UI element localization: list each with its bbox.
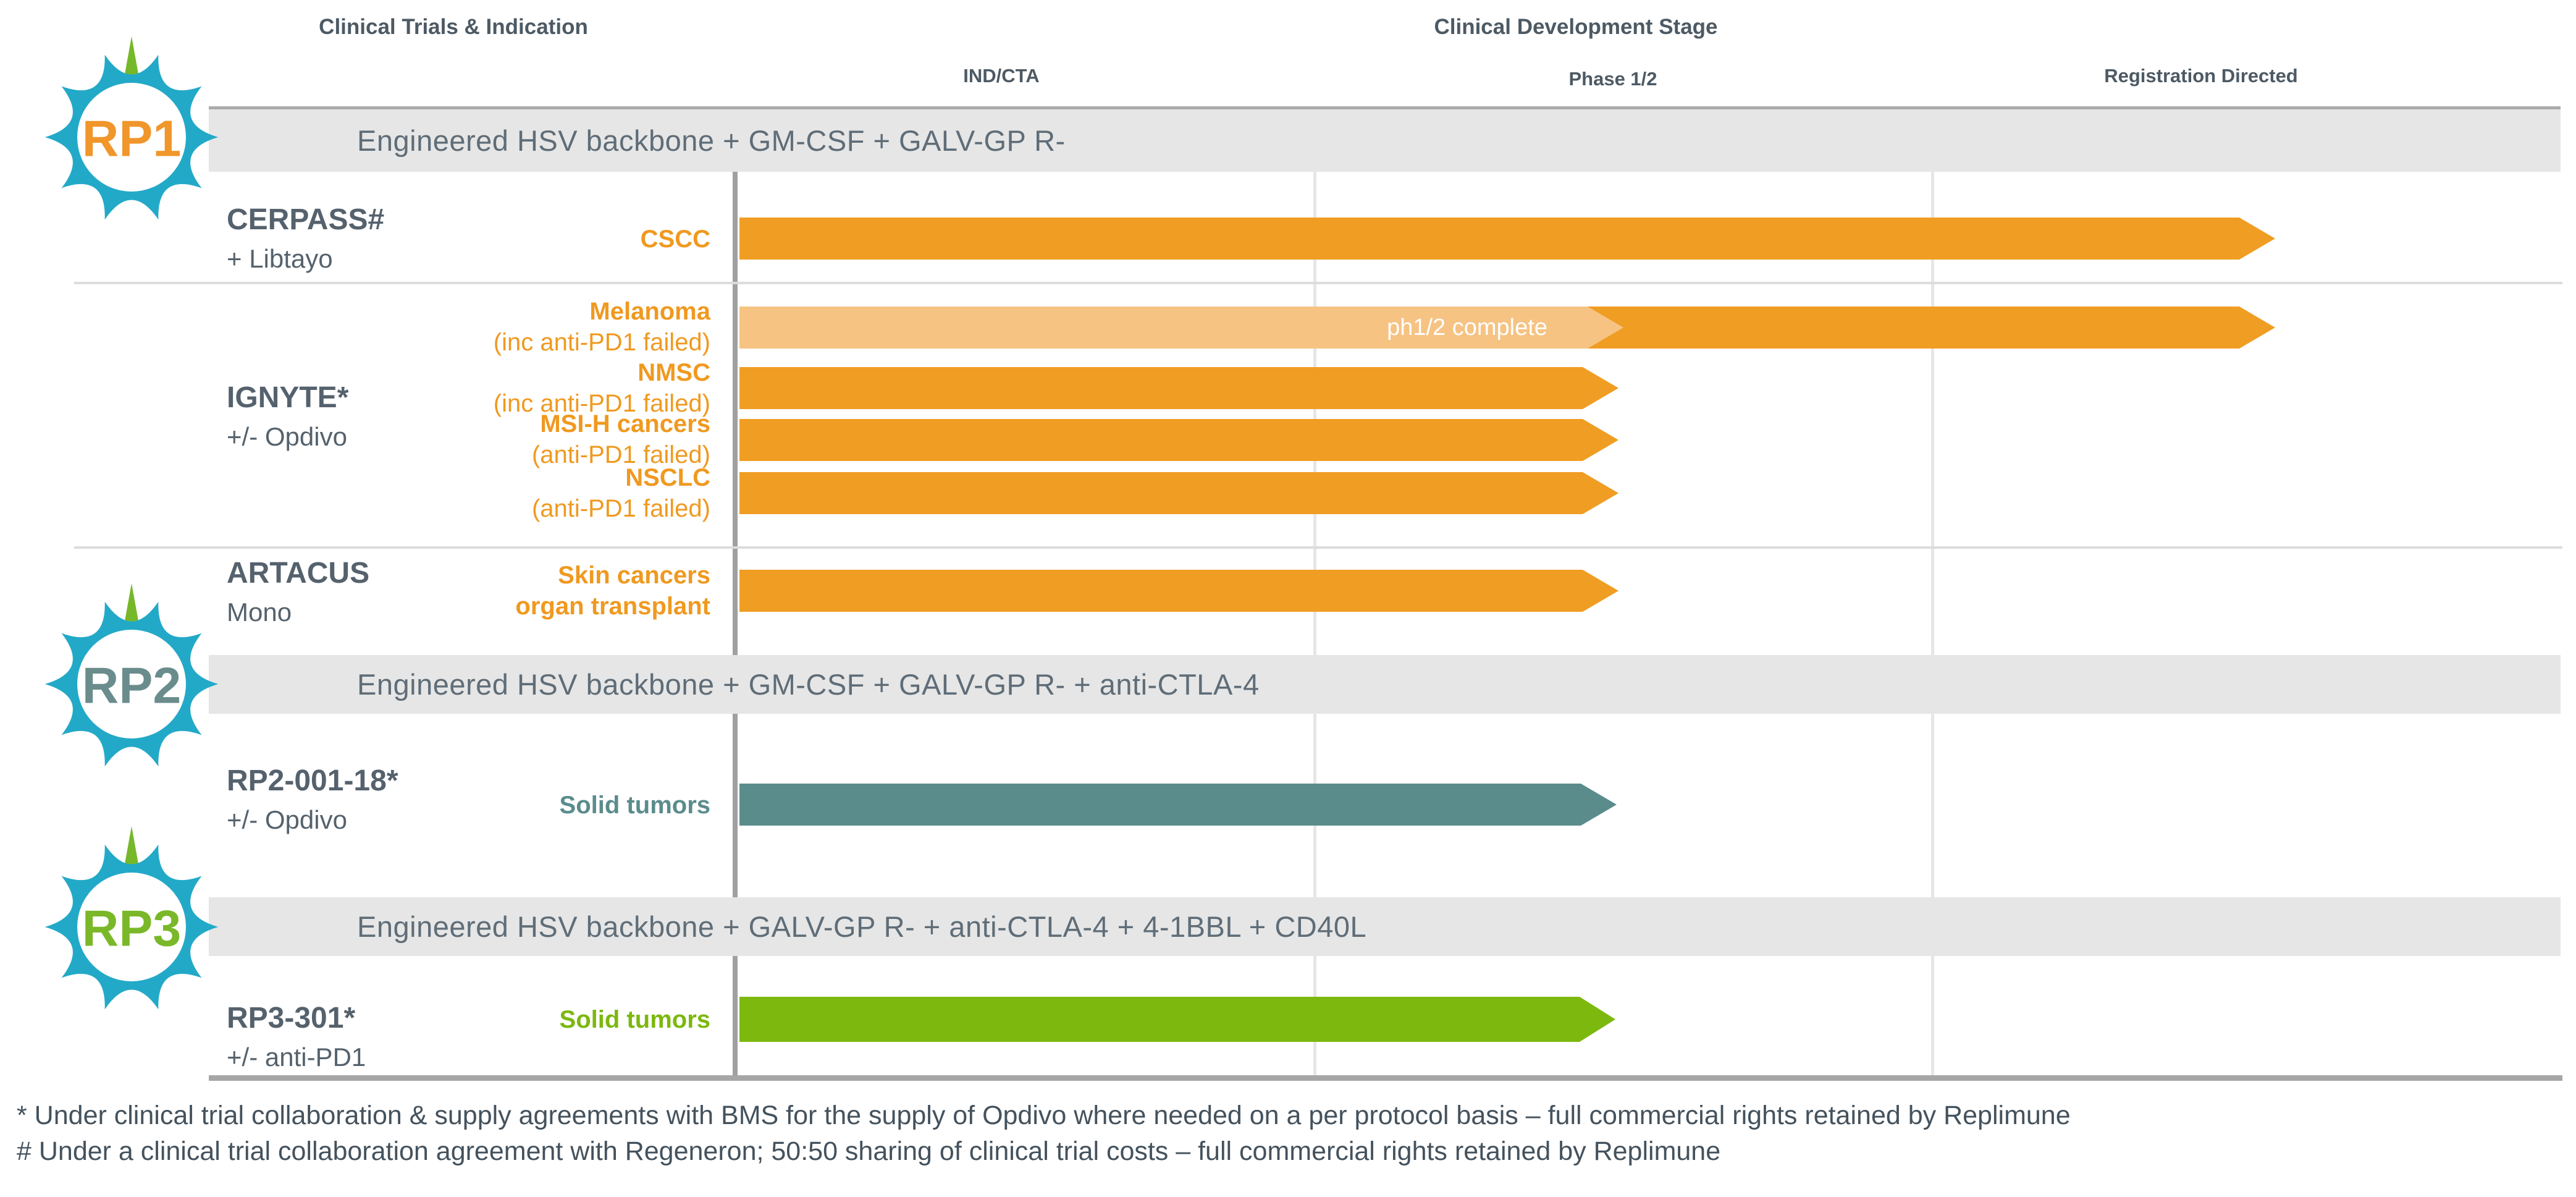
rp2-logo-label: RP2 xyxy=(82,657,182,714)
bar-msih xyxy=(739,419,1618,461)
trial-rp2-001-18: RP2-001-18* +/- Opdivo xyxy=(227,765,398,835)
bar-nmsc xyxy=(739,367,1618,409)
bar-melanoma-ph12-complete-segment xyxy=(739,307,1623,349)
trial-cerpass-combination: + Libtayo xyxy=(227,244,333,273)
trial-artacus-combination: Mono xyxy=(227,598,292,627)
left-section-title: Clinical Trials & Indication xyxy=(319,15,588,39)
rp3-logo-center xyxy=(77,873,186,981)
rp3-logo-spike-icon xyxy=(124,826,139,867)
footnote-regeneron: # Under a clinical trial collaboration a… xyxy=(17,1136,1721,1166)
indication-nsclc: NSCLC (anti-PD1 failed) xyxy=(247,462,710,524)
indication-cscc: CSCC xyxy=(247,224,710,255)
stage-header-registration-directed: Registration Directed xyxy=(2104,65,2298,87)
stage-gridline-phase12 xyxy=(1313,169,1316,1076)
indication-skin-cancers-label: Skin cancers xyxy=(558,562,710,589)
indication-skin-cancers: Skin cancers organ transplant xyxy=(247,560,710,622)
row-divider-cerpass-ignyte xyxy=(74,282,2562,284)
bar-nsclc xyxy=(739,472,1618,514)
indication-nmsc-sublabel: (inc anti-PD1 failed) xyxy=(493,390,710,417)
indication-nmsc-label: NMSC xyxy=(638,359,710,386)
indication-solid-tumors-rp2-label: Solid tumors xyxy=(559,792,710,819)
rp2-backbone-text: Engineered HSV backbone + GM-CSF + GALV-… xyxy=(357,668,1260,701)
rp3-backbone-band: Engineered HSV backbone + GALV-GP R- + a… xyxy=(209,897,2561,956)
trial-ignyte-combination: +/- Opdivo xyxy=(227,422,347,451)
rp2-logo-spike-icon xyxy=(124,583,139,624)
rp1-logo-spike-icon xyxy=(124,36,139,77)
rp3-logo: RP3 xyxy=(44,826,219,1010)
trial-artacus: ARTACUS Mono xyxy=(227,557,369,628)
bar-solid-tumors-rp3 xyxy=(739,997,1615,1042)
rp2-logo: RP2 xyxy=(44,583,219,767)
indication-msih-label: MSI-H cancers xyxy=(540,410,710,438)
rp2-backbone-band: Engineered HSV backbone + GM-CSF + GALV-… xyxy=(209,655,2561,714)
chart-axis-line xyxy=(733,169,738,1076)
rp1-logo-label: RP1 xyxy=(82,110,182,167)
stage-header-phase-1-2: Phase 1/2 xyxy=(1568,68,1657,90)
trial-ignyte: IGNYTE* +/- Opdivo xyxy=(227,382,348,452)
rp3-backbone-text: Engineered HSV backbone + GALV-GP R- + a… xyxy=(357,910,1367,943)
trial-cerpass-name: CERPASS# xyxy=(227,203,385,236)
indication-solid-tumors-rp3: Solid tumors xyxy=(247,1004,710,1035)
trial-rp2-001-18-name: RP2-001-18* xyxy=(227,764,398,797)
ph12-complete-annotation: ph1/2 complete xyxy=(1387,315,1547,340)
indication-msih-sublabel: (anti-PD1 failed) xyxy=(531,441,710,468)
bar-skin-cancers xyxy=(739,570,1618,612)
indication-melanoma: Melanoma (inc anti-PD1 failed) xyxy=(247,296,710,358)
chart-bottom-border xyxy=(209,1075,2562,1081)
indication-nmsc: NMSC (inc anti-PD1 failed) xyxy=(247,357,710,419)
right-section-title: Clinical Development Stage xyxy=(1434,15,1718,39)
trial-cerpass: CERPASS# + Libtayo xyxy=(227,204,384,274)
stage-header-ind-cta: IND/CTA xyxy=(963,65,1040,87)
indication-nsclc-label: NSCLC xyxy=(625,464,710,491)
rp1-backbone-band: Engineered HSV backbone + GM-CSF + GALV-… xyxy=(209,106,2561,172)
stage-gridline-registration xyxy=(1931,169,1934,1076)
rp1-logo: RP1 xyxy=(44,36,219,220)
rp2-logo-center xyxy=(77,630,186,738)
indication-solid-tumors-rp2: Solid tumors xyxy=(247,790,710,821)
trial-rp3-301-combination: +/- anti-PD1 xyxy=(227,1043,366,1072)
indication-nsclc-sublabel: (anti-PD1 failed) xyxy=(531,495,710,522)
trial-rp2-001-18-combination: +/- Opdivo xyxy=(227,805,347,834)
bar-melanoma-registration-segment xyxy=(1575,307,2275,349)
indication-cscc-label: CSCC xyxy=(640,226,710,253)
indication-msih: MSI-H cancers (anti-PD1 failed) xyxy=(247,408,710,470)
indication-skin-cancers-sublabel: organ transplant xyxy=(515,593,710,620)
rp1-backbone-text: Engineered HSV backbone + GM-CSF + GALV-… xyxy=(357,124,1066,157)
bar-cscc xyxy=(739,218,2275,260)
rp3-logo-label: RP3 xyxy=(82,900,182,957)
trial-ignyte-name: IGNYTE* xyxy=(227,381,349,414)
trial-rp3-301-name: RP3-301* xyxy=(227,1002,356,1034)
indication-melanoma-label: Melanoma xyxy=(589,298,710,325)
trial-rp3-301: RP3-301* +/- anti-PD1 xyxy=(227,1002,366,1073)
rp1-logo-center xyxy=(77,83,186,192)
trial-artacus-name: ARTACUS xyxy=(227,557,370,590)
indication-solid-tumors-rp3-label: Solid tumors xyxy=(559,1006,710,1033)
indication-melanoma-sublabel: (inc anti-PD1 failed) xyxy=(493,329,710,356)
row-divider-ignyte-artacus xyxy=(74,546,2562,549)
footnote-bms: * Under clinical trial collaboration & s… xyxy=(17,1101,2071,1130)
bar-solid-tumors-rp2 xyxy=(739,784,1617,826)
